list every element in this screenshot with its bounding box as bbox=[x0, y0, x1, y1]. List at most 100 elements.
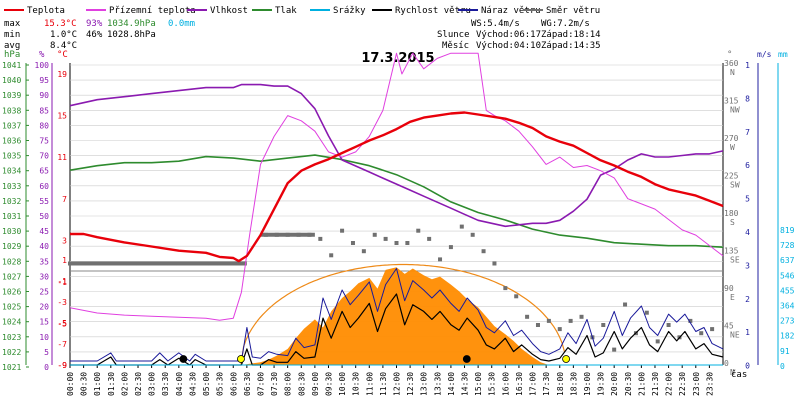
winddir-point bbox=[666, 323, 671, 327]
rain-tick-label: 182 bbox=[780, 332, 795, 341]
time-tick-label: 12:00 bbox=[393, 372, 402, 396]
rain-tick-label: 273 bbox=[780, 317, 795, 326]
windspeed-tick-label: 4 bbox=[745, 228, 750, 237]
winddir-point bbox=[525, 314, 530, 319]
winddir-tick-degree: 135 bbox=[724, 247, 739, 256]
axis-head-hpa: hPa bbox=[4, 50, 20, 60]
time-tick-label: 05:30 bbox=[216, 372, 225, 396]
sun-curve bbox=[240, 263, 566, 366]
stat-min-temp: 1.0°C bbox=[50, 30, 77, 40]
time-tick-label: 06:30 bbox=[243, 372, 252, 396]
time-tick-label: 13:00 bbox=[420, 372, 429, 396]
windspeed-tick-label: 3 bbox=[745, 261, 750, 270]
time-tick-label: 10:30 bbox=[352, 372, 361, 396]
time-tick-label: 00:30 bbox=[80, 372, 89, 396]
rain-tick-label: 819 bbox=[780, 226, 795, 235]
time-tick-label: 19:30 bbox=[597, 372, 606, 396]
stat-avg-temp: 8.4°C bbox=[50, 41, 77, 51]
time-tick-label: 05:00 bbox=[202, 372, 211, 396]
legend-label: Tlak bbox=[275, 6, 297, 16]
stat-max-rain: 0.0mm bbox=[168, 19, 195, 29]
stat-min-label: min bbox=[4, 30, 20, 40]
rain-tick-label: 637 bbox=[780, 256, 795, 265]
legend-label: Přízemní teplota bbox=[109, 6, 196, 16]
winddir-point bbox=[644, 310, 649, 315]
humidity-tick-label: 45 bbox=[39, 227, 49, 236]
time-tick-label: 12:30 bbox=[406, 372, 415, 396]
pressure-tick-label: 1023 bbox=[2, 333, 21, 342]
winddir-point bbox=[492, 261, 497, 266]
time-tick-label: 22:30 bbox=[678, 372, 687, 396]
temp-tick-label: 15 bbox=[57, 112, 67, 121]
axes: 1041104010391038103710361035103410331032… bbox=[2, 59, 795, 396]
winddir-tick-direction: SW bbox=[730, 181, 740, 190]
winddir-point bbox=[361, 249, 366, 254]
humidity-tick-label: 35 bbox=[39, 257, 49, 266]
winddir-point bbox=[318, 236, 323, 241]
rain-tick-label: 364 bbox=[780, 302, 795, 311]
pressure-tick-label: 1022 bbox=[2, 348, 21, 357]
winddir-point bbox=[274, 232, 279, 237]
info-moon-rise: Východ:04:10 bbox=[476, 41, 541, 51]
wind-gust-line bbox=[70, 268, 724, 362]
winddir-point bbox=[350, 241, 355, 245]
windspeed-tick-label: 7 bbox=[745, 128, 750, 137]
pressure-tick-label: 1041 bbox=[2, 61, 21, 70]
time-tick-label: 04:00 bbox=[175, 372, 184, 396]
humidity-line bbox=[69, 83, 724, 228]
winddir-point bbox=[568, 318, 573, 323]
winddir-point bbox=[394, 241, 399, 245]
moonrise-marker bbox=[179, 355, 188, 363]
time-tick-label: 22:00 bbox=[665, 372, 674, 396]
legend-label: Teplota bbox=[27, 6, 65, 16]
rain-tick-label: 0 bbox=[780, 362, 785, 371]
time-tick-label: 09:30 bbox=[324, 372, 333, 396]
rain-tick-label: 455 bbox=[780, 286, 795, 295]
pressure-tick-label: 1037 bbox=[2, 121, 21, 130]
info-ws: WS:5.4m/s bbox=[471, 19, 520, 29]
humidity-tick-label: 30 bbox=[39, 272, 49, 281]
time-tick-label: 18:30 bbox=[569, 372, 578, 396]
time-tick-label: 15:30 bbox=[488, 372, 497, 396]
pressure-tick-label: 1036 bbox=[2, 137, 21, 146]
rain-tick-label: 728 bbox=[780, 241, 795, 250]
winddir-tick-degree: 315 bbox=[724, 97, 739, 106]
humidity-tick-label: 90 bbox=[39, 91, 49, 100]
winddir-tick-direction: NW bbox=[730, 106, 740, 115]
winddir-point bbox=[122, 261, 127, 266]
pressure-line bbox=[69, 154, 724, 248]
axis-head-ms: m/s bbox=[757, 50, 772, 59]
winddir-point bbox=[612, 347, 617, 352]
stat-max-label: max bbox=[4, 19, 21, 29]
pressure-tick-label: 1034 bbox=[2, 167, 21, 176]
humidity-tick-label: 50 bbox=[39, 212, 49, 221]
rain-tick-label: 91 bbox=[780, 347, 790, 356]
humidity-tick-label: 75 bbox=[39, 137, 49, 146]
pressure-tick-label: 1031 bbox=[2, 212, 21, 221]
legend-label: Vlhkost bbox=[210, 6, 248, 16]
winddir-point bbox=[557, 327, 562, 332]
stat-min-hum: 46% bbox=[86, 30, 103, 40]
winddir-point bbox=[163, 261, 168, 266]
windspeed-tick-label: 0 bbox=[745, 362, 750, 371]
humidity-tick-label: 15 bbox=[39, 318, 49, 327]
info-sun-rise: Východ:06:17 bbox=[476, 30, 541, 40]
winddir-point bbox=[176, 261, 181, 266]
axis-head-degree: ° bbox=[727, 50, 732, 60]
axis-headers: hPa % °C ° m/s mm bbox=[4, 50, 788, 60]
time-tick-label: 16:30 bbox=[515, 372, 524, 396]
time-tick-label: 13:30 bbox=[433, 372, 442, 396]
temp-tick-label: 19 bbox=[57, 70, 67, 79]
windspeed-tick-label: 1 bbox=[745, 328, 750, 337]
winddir-point bbox=[149, 261, 154, 266]
winddir-point bbox=[448, 245, 453, 250]
time-tick-label: 16:00 bbox=[501, 372, 510, 396]
legend-label: Náraz větru bbox=[481, 6, 541, 16]
winddir-point bbox=[710, 327, 715, 332]
winddir-tick-direction: W bbox=[730, 143, 735, 152]
humidity-tick-label: 55 bbox=[39, 197, 49, 206]
time-tick-label: 01:00 bbox=[93, 372, 102, 396]
winddir-point bbox=[579, 314, 584, 319]
pressure-tick-label: 1027 bbox=[2, 272, 21, 281]
